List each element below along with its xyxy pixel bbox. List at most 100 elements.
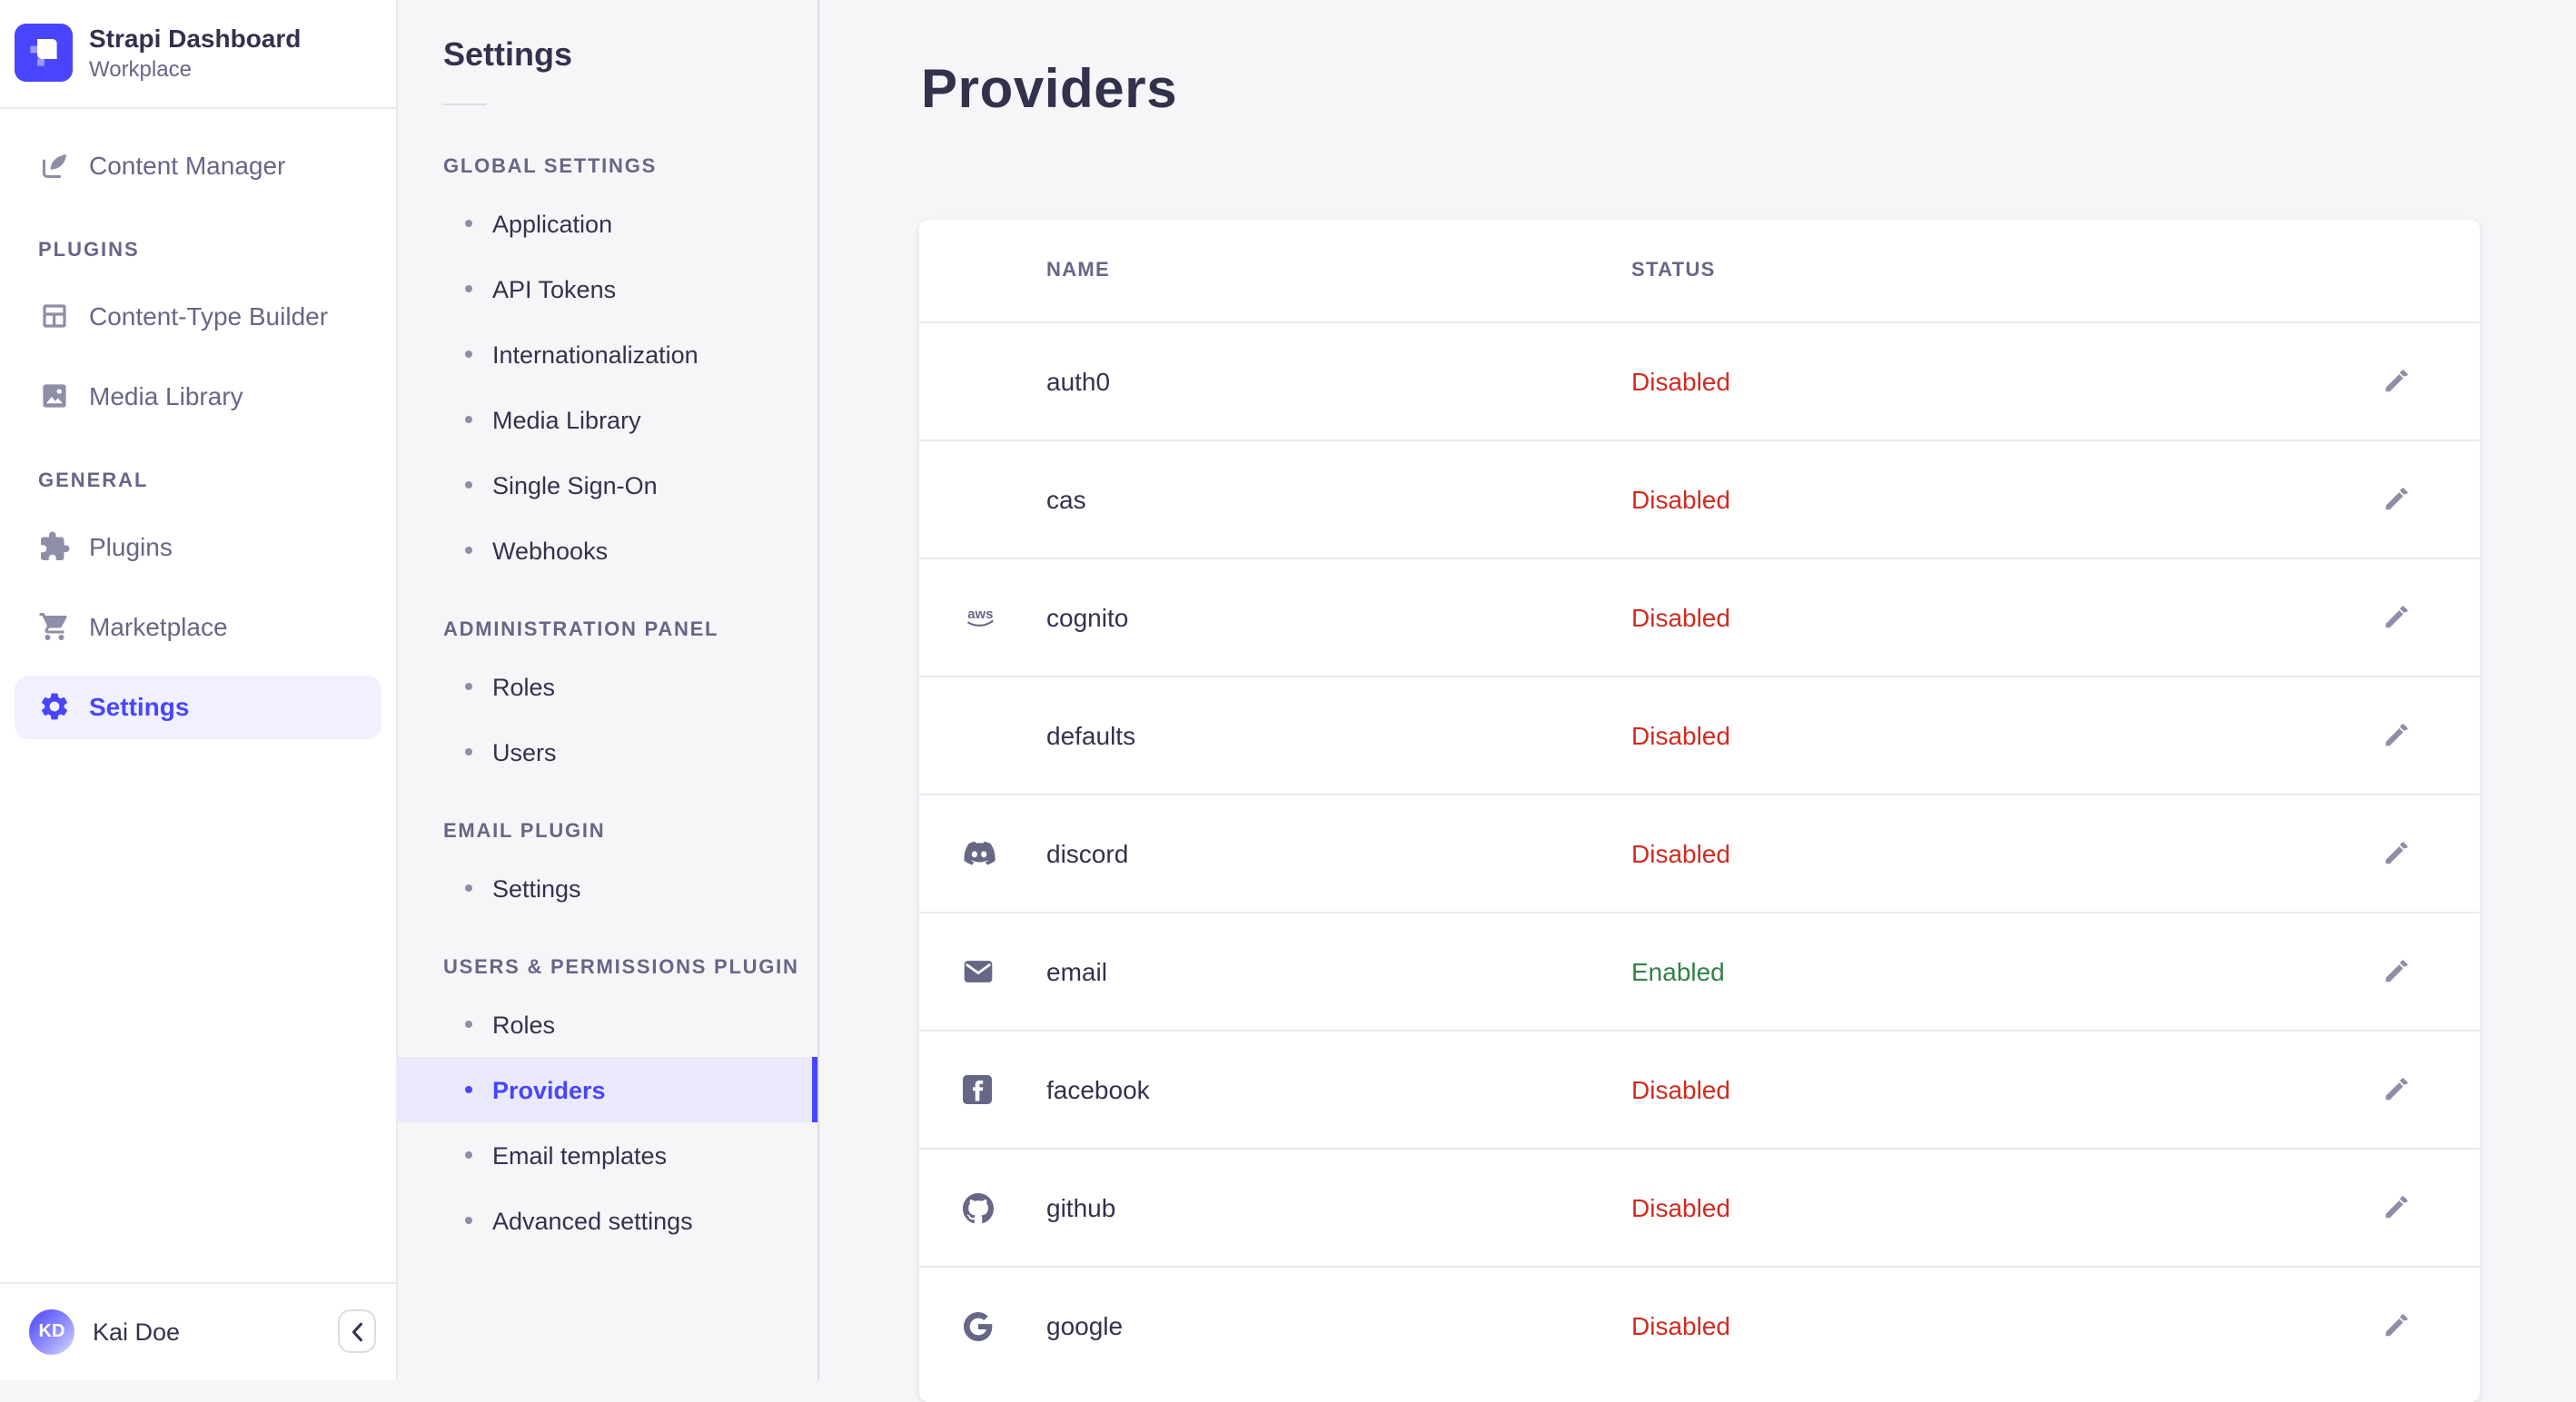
- table-row-cas: cas Disabled: [919, 439, 2480, 558]
- workspace-switcher[interactable]: Strapi Dashboard Workplace: [0, 0, 396, 106]
- sidebar-item-label: Content-Type Builder: [89, 301, 329, 330]
- settings-item-media-library[interactable]: Media Library: [398, 387, 817, 452]
- page-title: Providers: [921, 60, 1178, 120]
- settings-item-admin-roles[interactable]: Roles: [398, 654, 817, 719]
- status-badge: Disabled: [1631, 485, 1730, 514]
- settings-item-up-roles[interactable]: Roles: [398, 992, 817, 1057]
- settings-section-heading: EMAIL PLUGIN: [443, 821, 606, 843]
- settings-item-label: Single Sign-On: [492, 471, 658, 499]
- aws-icon: aws: [963, 605, 1046, 630]
- table-header: NAME STATUS: [919, 220, 2480, 321]
- main-sidebar: Strapi Dashboard Workplace Content Manag…: [0, 0, 398, 1379]
- settings-item-label: Roles: [492, 1011, 556, 1038]
- sidebar-item-media-library[interactable]: Media Library: [15, 364, 381, 426]
- settings-item-advanced-settings[interactable]: Advanced settings: [398, 1188, 817, 1253]
- settings-item-single-sign-on[interactable]: Single Sign-On: [398, 452, 817, 518]
- bullet-icon: [465, 547, 472, 554]
- table-row-email: email Enabled: [919, 912, 2480, 1030]
- collapse-sidebar-button[interactable]: [338, 1309, 376, 1353]
- avatar[interactable]: KD: [29, 1308, 74, 1354]
- settings-item-api-tokens[interactable]: API Tokens: [398, 256, 817, 321]
- edit-provider-button[interactable]: [2374, 714, 2418, 757]
- table-row-google: google Disabled: [919, 1266, 2480, 1384]
- main-nav-list: Content Manager PLUGINS Content-Type Bui…: [0, 108, 396, 738]
- divider: [0, 106, 396, 108]
- gear-icon: [38, 690, 71, 723]
- bullet-icon: [465, 683, 472, 690]
- sidebar-item-marketplace[interactable]: Marketplace: [15, 595, 381, 657]
- provider-name: discord: [1046, 839, 1129, 868]
- bullet-icon: [465, 1086, 472, 1093]
- divider: [0, 1281, 396, 1283]
- settings-item-email-templates[interactable]: Email templates: [398, 1122, 817, 1188]
- sidebar-item-label: Marketplace: [89, 611, 228, 640]
- status-badge: Disabled: [1631, 839, 1730, 868]
- status-badge: Disabled: [1631, 1311, 1730, 1340]
- settings-item-label: Settings: [492, 874, 581, 902]
- settings-item-label: Email templates: [492, 1141, 668, 1169]
- sidebar-item-settings[interactable]: Settings: [15, 675, 381, 738]
- edit-provider-button[interactable]: [2374, 596, 2418, 639]
- table-row-github: github Disabled: [919, 1148, 2480, 1266]
- edit-provider-button[interactable]: [2374, 360, 2418, 403]
- edit-provider-button[interactable]: [2374, 1068, 2418, 1111]
- table-row-discord: discord Disabled: [919, 794, 2480, 912]
- settings-item-label: API Tokens: [492, 275, 617, 302]
- provider-name: auth0: [1046, 367, 1111, 396]
- image-icon: [38, 379, 71, 411]
- settings-section-heading: ADMINISTRATION PANEL: [443, 619, 719, 641]
- settings-item-internationalization[interactable]: Internationalization: [398, 321, 817, 387]
- settings-item-webhooks[interactable]: Webhooks: [398, 518, 817, 583]
- bullet-icon: [465, 748, 472, 755]
- sidebar-item-content-manager[interactable]: Content Manager: [15, 133, 381, 195]
- provider-name: github: [1046, 1193, 1116, 1222]
- settings-item-label: Webhooks: [492, 537, 609, 564]
- settings-item-label: Internationalization: [492, 341, 698, 368]
- provider-name: cas: [1046, 485, 1086, 514]
- provider-name: email: [1046, 957, 1107, 986]
- table-row-auth0: auth0 Disabled: [919, 321, 2480, 439]
- discord-icon: [963, 841, 1046, 866]
- settings-item-label: Application: [492, 210, 613, 237]
- edit-provider-button[interactable]: [2374, 950, 2418, 993]
- table-row-cognito: aws cognito Disabled: [919, 558, 2480, 676]
- edit-provider-button[interactable]: [2374, 478, 2418, 521]
- strapi-logo-icon: [15, 24, 73, 83]
- main-content: Providers NAME STATUS auth0 Disabled cas…: [819, 0, 2576, 1402]
- user-name[interactable]: Kai Doe: [93, 1318, 181, 1345]
- edit-provider-button[interactable]: [2374, 1304, 2418, 1348]
- facebook-icon: [963, 1075, 1046, 1104]
- edit-provider-button[interactable]: [2374, 1186, 2418, 1229]
- edit-provider-button[interactable]: [2374, 832, 2418, 875]
- bullet-icon: [465, 1217, 472, 1224]
- bullet-icon: [465, 285, 472, 292]
- settings-item-application[interactable]: Application: [398, 191, 817, 256]
- sidebar-item-plugins[interactable]: Plugins: [15, 515, 381, 577]
- sidebar-footer: KD Kai Doe: [0, 1281, 396, 1379]
- providers-table: NAME STATUS auth0 Disabled cas Disabled: [919, 220, 2480, 1402]
- settings-item-email-settings[interactable]: Settings: [398, 855, 817, 921]
- svg-text:aws: aws: [967, 607, 993, 622]
- settings-item-providers[interactable]: Providers: [398, 1057, 817, 1122]
- settings-section-heading: GLOBAL SETTINGS: [443, 156, 658, 178]
- sidebar-item-label: Content Manager: [89, 150, 286, 179]
- settings-nav-title: Settings: [443, 36, 573, 73]
- nav-section-heading: GENERAL: [38, 469, 149, 491]
- puzzle-icon: [38, 529, 71, 562]
- layout-grid-icon: [38, 299, 71, 331]
- sidebar-item-content-type-builder[interactable]: Content-Type Builder: [15, 284, 381, 346]
- feather-icon: [38, 148, 71, 181]
- github-icon: [963, 1192, 1046, 1223]
- cart-icon: [38, 609, 71, 642]
- settings-item-label: Users: [492, 738, 557, 765]
- chevron-left-icon: [351, 1321, 363, 1341]
- bullet-icon: [465, 350, 472, 358]
- settings-item-admin-users[interactable]: Users: [398, 719, 817, 785]
- column-header-name: NAME: [1046, 260, 1111, 281]
- bullet-icon: [465, 416, 472, 423]
- brand-title: Strapi Dashboard: [89, 24, 302, 53]
- status-badge: Disabled: [1631, 603, 1730, 632]
- settings-item-label: Providers: [492, 1076, 606, 1103]
- bullet-icon: [465, 884, 472, 892]
